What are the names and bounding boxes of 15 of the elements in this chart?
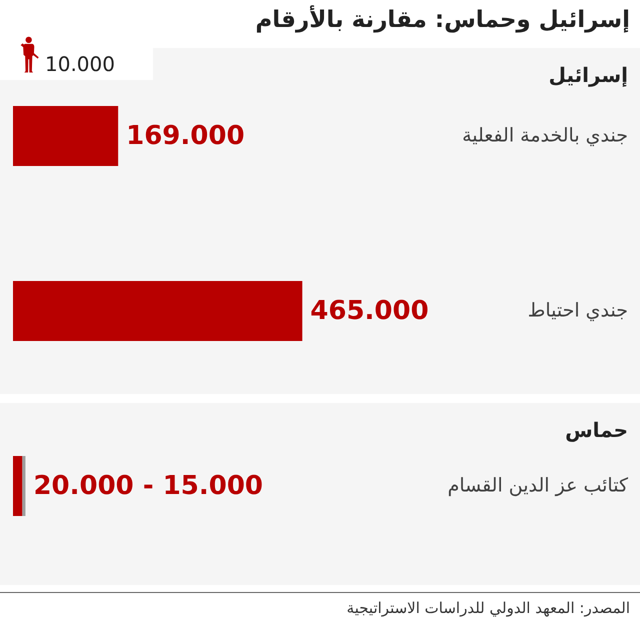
text: إسرائيل وحماس: مقارنة بالأرقام [255,4,630,35]
bar [13,456,22,516]
y-tick-label: كتائب عز الدين القسام [448,474,629,496]
y-tick-label: جندي احتياط [528,300,628,322]
band-label: حماس [565,418,628,442]
text: المصدر: المعهد الدولي للدراسات الاستراتيجية [0,593,640,622]
bar [22,456,26,516]
y-tick-label: جندي بالخدمة الفعلية [462,124,628,146]
data-label: 169.000 [126,121,245,151]
bar [13,281,302,341]
bar [13,106,118,166]
band-label: إسرائيل [548,63,628,87]
annotation: 10.000 [45,51,115,78]
data-label: 15.000 - 20.000 [33,471,264,501]
data-label: 465.000 [310,296,429,326]
